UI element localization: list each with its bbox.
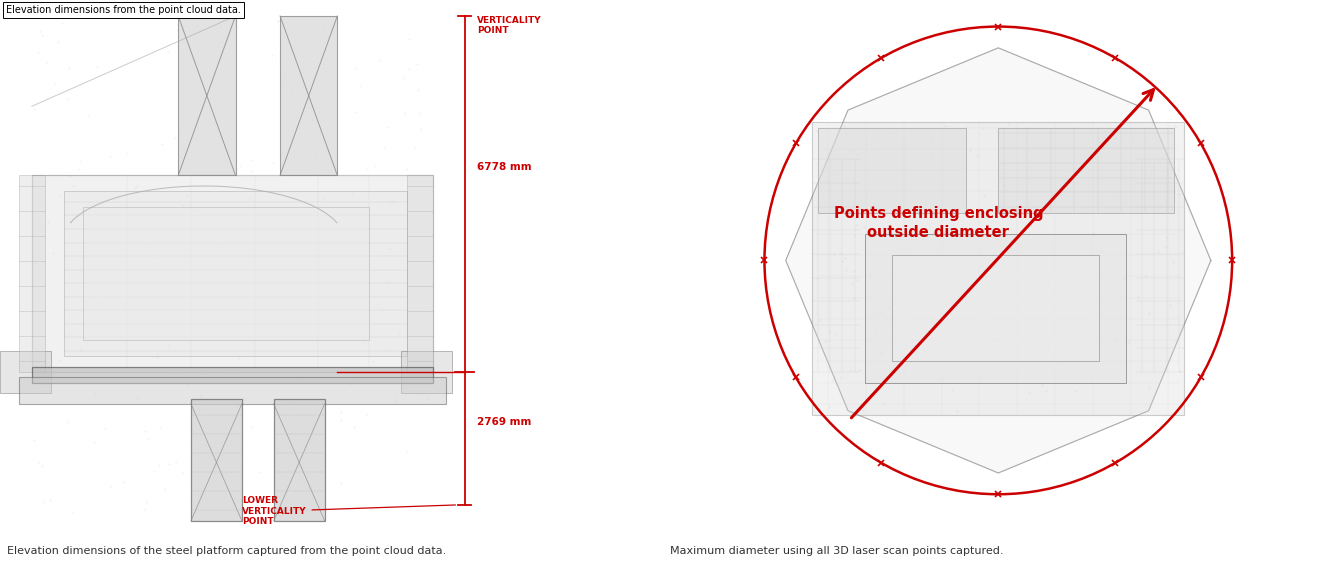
Bar: [19, 175, 44, 372]
Text: Maximum diameter using all 3D laser scan points captured.: Maximum diameter using all 3D laser scan…: [670, 546, 1004, 556]
Bar: [812, 122, 1185, 415]
Bar: [892, 255, 1099, 361]
Text: 6778 mm: 6778 mm: [477, 162, 532, 172]
Bar: [0, 351, 51, 393]
Bar: [32, 175, 433, 372]
Text: LOWER
VERTICALITY
POINT: LOWER VERTICALITY POINT: [241, 496, 456, 526]
Text: Elevation dimensions from the point cloud data.: Elevation dimensions from the point clou…: [7, 5, 241, 15]
Bar: [178, 16, 236, 175]
Text: Elevation dimensions of the steel platform captured from the point cloud data.: Elevation dimensions of the steel platfo…: [7, 546, 446, 556]
Text: 2769 mm: 2769 mm: [477, 418, 532, 427]
Text: Points defining enclosing
outside diameter: Points defining enclosing outside diamet…: [833, 206, 1043, 240]
Bar: [273, 398, 324, 521]
Bar: [866, 234, 1126, 383]
Bar: [407, 175, 433, 372]
Bar: [192, 398, 241, 521]
Bar: [401, 351, 452, 393]
Bar: [998, 127, 1174, 213]
Bar: [83, 207, 370, 340]
Text: VERTICALITY
POINT: VERTICALITY POINT: [477, 16, 541, 36]
Bar: [280, 16, 338, 175]
Bar: [32, 367, 433, 383]
Bar: [19, 377, 446, 404]
Bar: [817, 127, 966, 213]
Polygon shape: [785, 48, 1211, 473]
Bar: [64, 192, 407, 356]
